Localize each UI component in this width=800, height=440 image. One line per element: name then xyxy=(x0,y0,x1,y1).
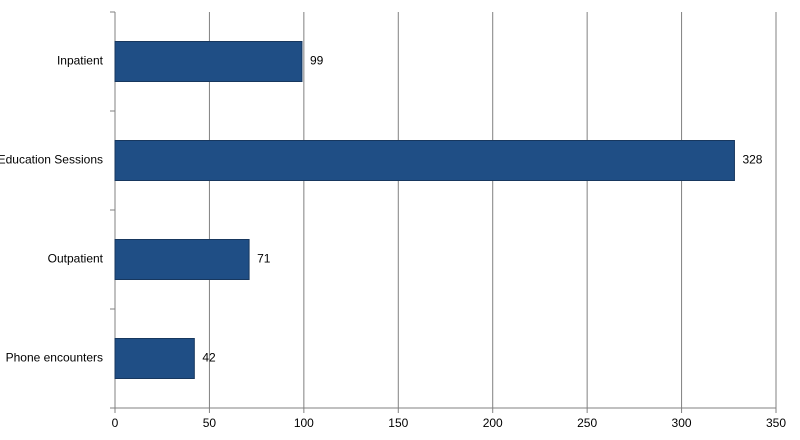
y-tick-label: Education Sessions xyxy=(0,153,103,167)
y-tick-label: Outpatient xyxy=(48,252,104,266)
bar xyxy=(114,41,303,82)
y-tick-label: Inpatient xyxy=(57,54,104,68)
bar xyxy=(114,338,195,379)
data-label: 71 xyxy=(257,252,271,266)
x-tick-label: 100 xyxy=(294,416,314,430)
x-tick-label: 150 xyxy=(388,416,408,430)
y-tick-label: Phone encounters xyxy=(6,351,103,365)
data-label: 99 xyxy=(310,54,324,68)
x-tick-label: 200 xyxy=(483,416,503,430)
data-label: 42 xyxy=(202,351,216,365)
x-tick-label: 50 xyxy=(203,416,217,430)
x-tick-label: 350 xyxy=(766,416,786,430)
x-tick-label: 250 xyxy=(577,416,597,430)
bar xyxy=(114,140,735,181)
x-tick-label: 300 xyxy=(672,416,692,430)
x-tick-label: 0 xyxy=(112,416,119,430)
data-label: 328 xyxy=(742,153,762,167)
bar xyxy=(114,239,250,280)
